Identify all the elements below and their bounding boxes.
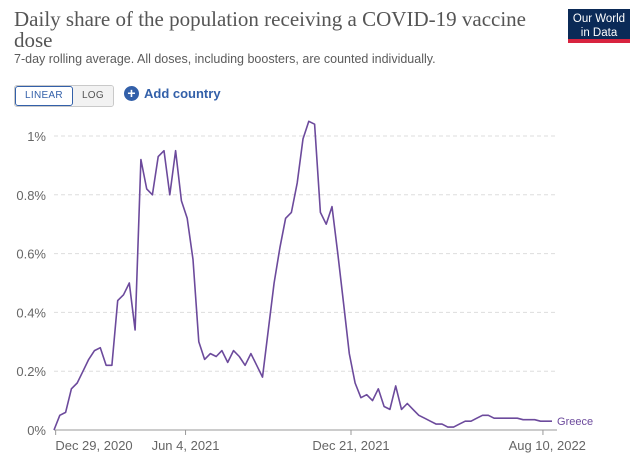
logo-line-1: Our World bbox=[572, 13, 626, 25]
y-tick-label: 0.8% bbox=[16, 188, 46, 203]
linear-scale-button[interactable]: LINEAR bbox=[15, 86, 73, 106]
chart-title: Daily share of the population receiving … bbox=[14, 7, 526, 52]
x-tick-label: Dec 21, 2021 bbox=[312, 438, 389, 453]
x-axis: Dec 29, 2020 Jun 4, 2021 Dec 21, 2021 Aug 1… bbox=[54, 429, 586, 453]
x-tick-label: Jun 4, 2021 bbox=[152, 438, 220, 453]
y-tick-label: 0.6% bbox=[16, 247, 46, 262]
y-tick-label: 0% bbox=[27, 423, 46, 438]
owid-logo[interactable]: Our World in Data bbox=[568, 9, 630, 43]
add-country-button[interactable]: + Add country bbox=[124, 86, 221, 101]
log-scale-button[interactable]: LOG bbox=[72, 86, 113, 106]
series-line-greece[interactable] bbox=[53, 120, 552, 431]
y-tick-label: 0.2% bbox=[16, 364, 46, 379]
series-label-greece: Greece bbox=[557, 416, 593, 428]
x-tick-label: Aug 10, 2022 bbox=[509, 438, 586, 453]
y-axis-ticks: 0% 0.2% 0.4% 0.6% 0.8% 1% bbox=[16, 129, 46, 438]
grid-lines bbox=[54, 135, 557, 372]
chart-subtitle: 7-day rolling average. All doses, includ… bbox=[14, 52, 436, 66]
series-layer: Greece bbox=[53, 120, 593, 431]
y-tick-label: 0.4% bbox=[16, 305, 46, 320]
y-tick-label: 1% bbox=[27, 129, 46, 144]
scale-toggle: LINEAR LOG bbox=[14, 85, 114, 107]
x-tick-label: Dec 29, 2020 bbox=[55, 438, 132, 453]
logo-line-2: in Data bbox=[580, 27, 618, 39]
add-country-label: Add country bbox=[144, 86, 221, 101]
plus-icon: + bbox=[124, 86, 139, 101]
